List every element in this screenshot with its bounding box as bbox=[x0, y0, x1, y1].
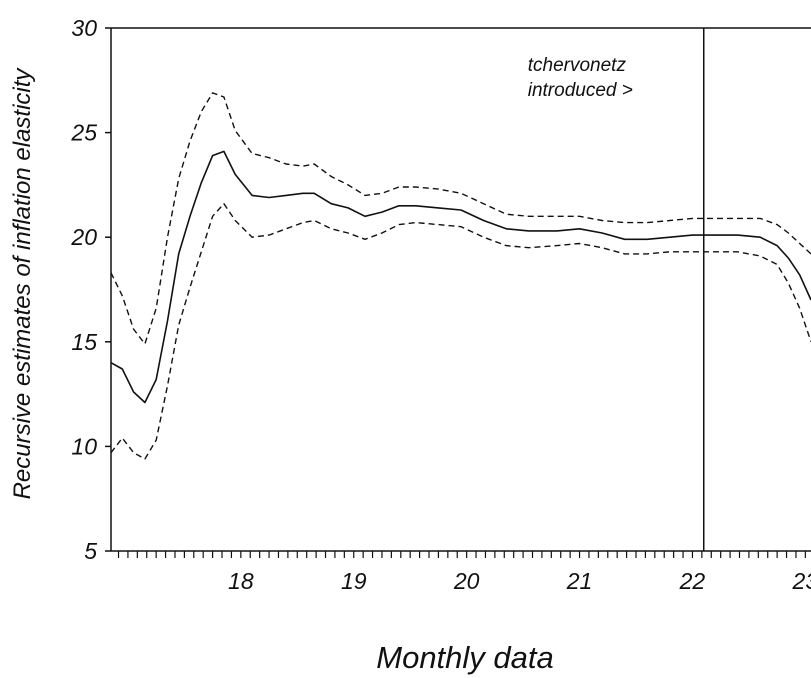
y-tick-label: 20 bbox=[70, 224, 97, 250]
x-tick-label: 23 bbox=[792, 568, 811, 594]
y-axis-ticks: 5 10 15 20 25 30 bbox=[70, 15, 111, 564]
y-axis-label: Recursive estimates of inflation elastic… bbox=[9, 67, 36, 500]
y-tick-label: 30 bbox=[71, 15, 97, 41]
confidence-band-line bbox=[110, 203, 811, 460]
x-tick-label: 22 bbox=[679, 568, 706, 594]
annotation-text: introduced > bbox=[528, 80, 633, 101]
annotation-text: tchervonetz bbox=[528, 55, 627, 76]
x-tick-label: 20 bbox=[453, 568, 480, 594]
y-tick-label: 15 bbox=[71, 329, 97, 355]
x-tick-label: 21 bbox=[566, 568, 593, 594]
y-tick-label: 5 bbox=[84, 538, 97, 564]
x-tick-label: 18 bbox=[228, 568, 254, 594]
y-tick-label: 10 bbox=[71, 433, 97, 459]
plot-frame bbox=[110, 27, 811, 552]
x-tick-label: 19 bbox=[341, 568, 367, 594]
annotation-layer: tchervonetz introduced > bbox=[528, 28, 705, 551]
estimate-line bbox=[110, 150, 811, 404]
x-axis-label: Monthly data bbox=[376, 640, 554, 675]
series-layer bbox=[110, 92, 811, 460]
y-tick-label: 25 bbox=[70, 120, 97, 146]
x-axis-ticks: 18 19 20 21 22 23 bbox=[117, 551, 811, 594]
confidence-band-line bbox=[110, 92, 811, 345]
